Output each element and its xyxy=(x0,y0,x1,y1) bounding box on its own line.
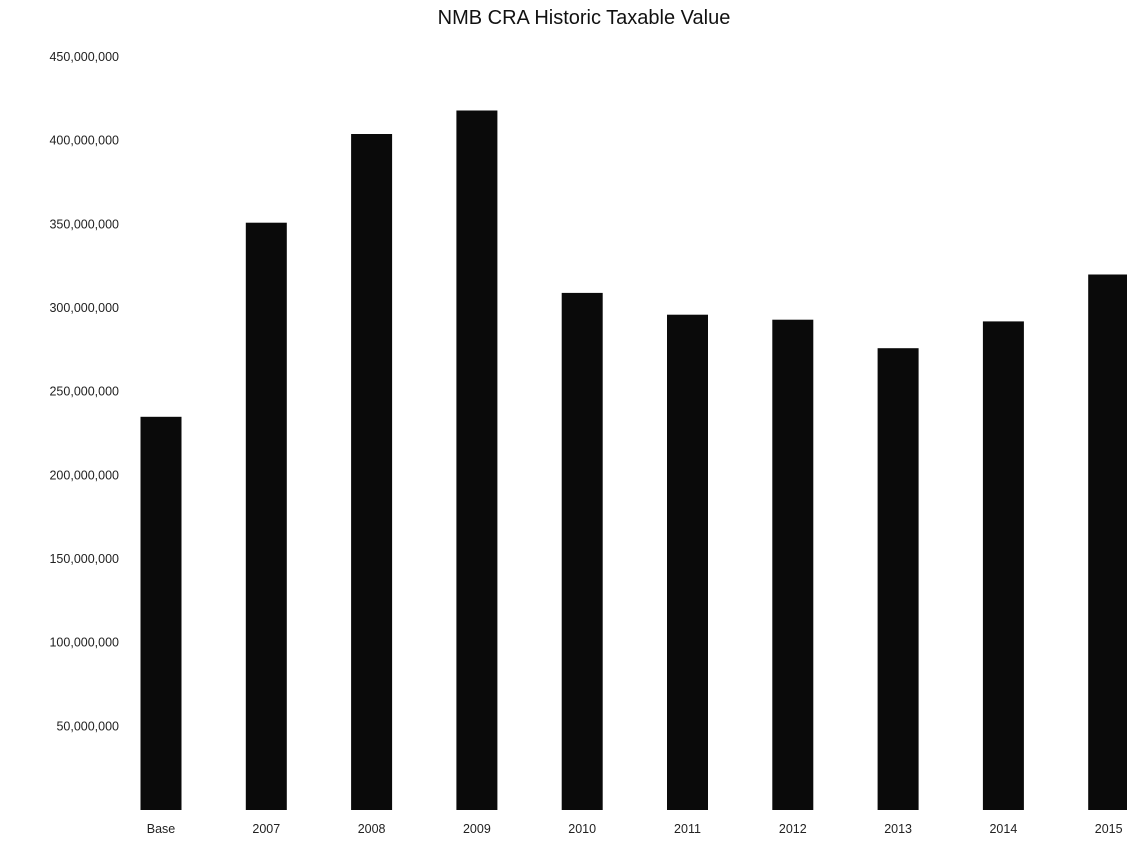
x-tick-label: 2014 xyxy=(989,822,1017,836)
chart-title: NMB CRA Historic Taxable Value xyxy=(438,7,731,29)
y-tick-label: 350,000,000 xyxy=(49,217,119,231)
bars xyxy=(140,110,1127,810)
bar xyxy=(561,292,603,810)
x-tick-label: 2015 xyxy=(1095,822,1123,836)
y-tick-label: 150,000,000 xyxy=(49,552,119,566)
bar xyxy=(140,416,182,810)
x-tick-label: 2012 xyxy=(779,822,807,836)
x-tick-label: 2007 xyxy=(252,822,280,836)
bar xyxy=(667,314,708,810)
y-axis-ticks: 50,000,000 100,000,000 150,000,000 200,000,… xyxy=(49,50,119,733)
y-tick-label: 200,000,000 xyxy=(49,468,119,482)
bar xyxy=(456,110,498,810)
bar xyxy=(1088,274,1127,810)
x-tick-label: 2013 xyxy=(884,822,912,836)
bar xyxy=(982,321,1024,810)
x-tick-label: 2011 xyxy=(674,822,701,836)
y-tick-label: 100,000,000 xyxy=(49,636,119,650)
y-tick-label: 300,000,000 xyxy=(49,301,119,315)
x-tick-label: 2009 xyxy=(463,822,491,836)
y-tick-label: 400,000,000 xyxy=(49,134,119,148)
x-tick-label: 2010 xyxy=(568,822,596,836)
x-tick-label: 2008 xyxy=(358,822,386,836)
x-tick-label: Base xyxy=(147,822,176,836)
bar xyxy=(877,348,919,810)
y-tick-label: 50,000,000 xyxy=(56,719,119,733)
bar xyxy=(351,134,393,810)
bar xyxy=(245,222,287,810)
y-tick-label: 450,000,000 xyxy=(49,50,119,64)
x-axis-ticks: Base 2007 2008 2009 2010 2011 2012 2013 2014 2015 xyxy=(147,822,1123,836)
y-tick-label: 250,000,000 xyxy=(49,385,119,399)
bar xyxy=(772,319,814,810)
